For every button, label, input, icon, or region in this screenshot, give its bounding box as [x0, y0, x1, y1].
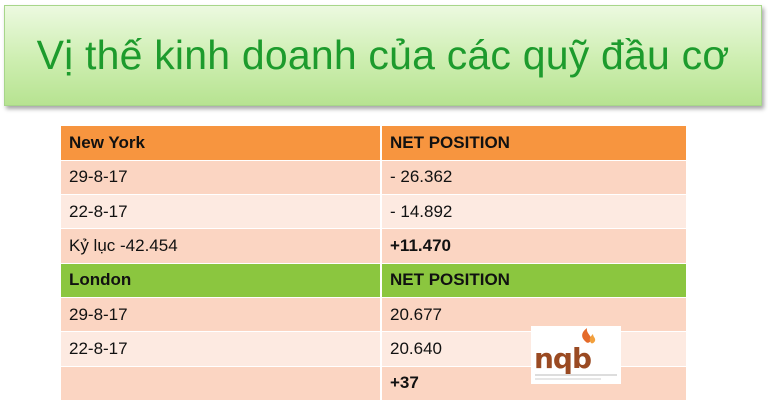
- page-title: Vị thế kinh doanh của các quỹ đầu cơ: [36, 32, 730, 78]
- table-header-new-york: New York NET POSITION: [61, 126, 686, 161]
- header-market-london: London: [61, 263, 382, 298]
- table-row: 22-8-17 - 14.892: [61, 194, 686, 230]
- logo: nqb: [531, 326, 621, 384]
- flame-logo-icon: [535, 328, 617, 380]
- header-market-new-york: New York: [61, 126, 382, 161]
- value-cell: - 14.892: [381, 194, 686, 230]
- table-row: 29-8-17 - 26.362: [61, 160, 686, 196]
- date-cell: 22-8-17: [61, 331, 382, 367]
- change-cell: +11.470: [381, 228, 686, 264]
- title-banner: Vị thế kinh doanh của các quỹ đầu cơ: [4, 5, 762, 106]
- date-cell: 29-8-17: [61, 297, 382, 333]
- net-position-table: New York NET POSITION 29-8-17 - 26.362 2…: [61, 126, 686, 401]
- date-cell: 22-8-17: [61, 194, 382, 230]
- header-net-position: NET POSITION: [381, 263, 686, 298]
- table-header-london: London NET POSITION: [61, 263, 686, 298]
- empty-cell: [61, 366, 382, 401]
- header-net-position: NET POSITION: [381, 126, 686, 161]
- value-cell: - 26.362: [381, 160, 686, 196]
- logo-text: nqb: [534, 342, 592, 375]
- table-row: Kỷ lục -42.454 +11.470: [61, 228, 686, 264]
- record-cell: Kỷ lục -42.454: [61, 228, 382, 264]
- date-cell: 29-8-17: [61, 160, 382, 196]
